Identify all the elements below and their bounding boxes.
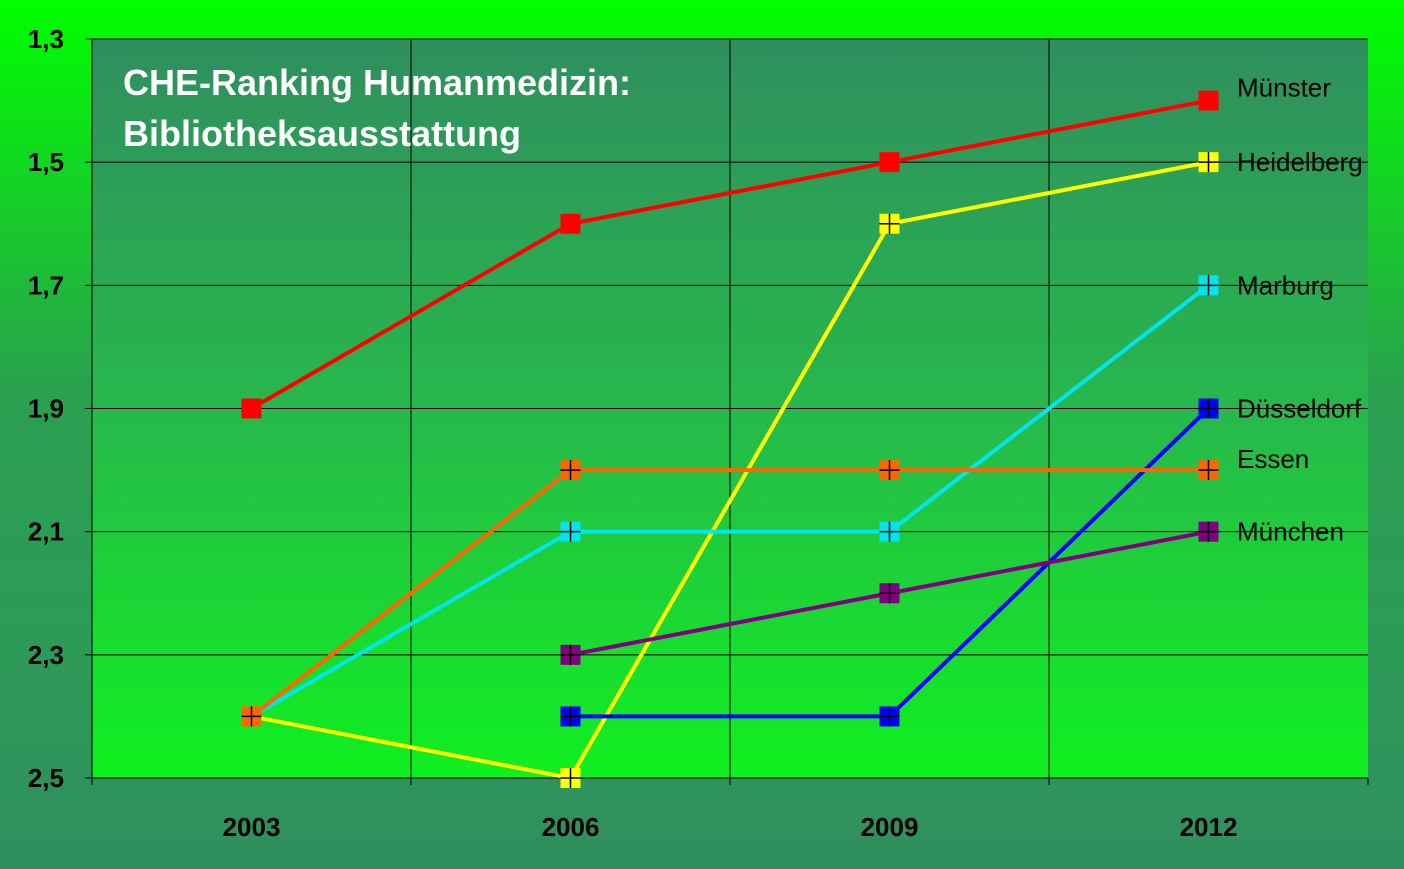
series-line	[250, 468, 1209, 718]
y-tick-label: 2,1	[28, 517, 64, 547]
y-tick-label: 1,7	[28, 270, 64, 300]
data-point	[560, 213, 581, 234]
data-point	[879, 521, 900, 542]
data-point	[1198, 521, 1219, 542]
data-point	[879, 213, 900, 234]
x-tick-label: 2009	[861, 812, 919, 842]
axes: 1,3 1,5 1,7 1,9 2,1 2,3 2,5 2003 2006 2009 2012	[28, 24, 1369, 842]
data-point	[879, 583, 900, 604]
y-tick-label: 1,9	[28, 394, 64, 424]
series-line	[251, 160, 1209, 780]
data-point	[879, 460, 900, 481]
data-point	[1198, 90, 1219, 111]
data-point	[1198, 398, 1219, 419]
legend-label: Marburg	[1237, 270, 1334, 300]
data-point	[241, 706, 262, 727]
data-point	[879, 706, 900, 727]
legend-label: Heidelberg	[1237, 147, 1363, 177]
y-tick-label: 2,3	[28, 640, 64, 670]
legend-label: Düsseldorf	[1237, 394, 1362, 424]
data-point	[241, 398, 262, 419]
legend-label: Essen	[1237, 444, 1309, 474]
data-point	[560, 460, 581, 481]
x-tick-label: 2003	[223, 812, 281, 842]
legend-label: München	[1237, 517, 1344, 547]
x-tick-label: 2006	[542, 812, 600, 842]
series	[241, 90, 1219, 788]
series-line	[250, 98, 1209, 411]
title-line-1: CHE-Ranking Humanmedizin:	[123, 62, 631, 103]
data-point	[560, 768, 581, 788]
square-icon	[1198, 90, 1219, 111]
y-tick-label: 2,5	[28, 763, 64, 793]
legend-label: Münster	[1237, 73, 1331, 103]
y-tick-label: 1,5	[28, 147, 64, 177]
title-line-2: Bibliotheksausstattung	[123, 113, 521, 154]
square-icon	[241, 398, 262, 419]
data-point	[1198, 460, 1219, 481]
legend: Münster Heidelberg Marburg Düsseldorf Essen M…	[1237, 73, 1363, 547]
data-point	[1198, 275, 1219, 296]
series-line	[250, 283, 1210, 719]
data-point	[1198, 152, 1219, 173]
data-point	[560, 644, 581, 665]
square-icon	[879, 152, 900, 173]
data-point	[879, 152, 900, 173]
x-tick-label: 2012	[1180, 812, 1238, 842]
square-icon	[560, 213, 581, 234]
y-tick-label: 1,3	[28, 24, 64, 54]
data-point	[560, 521, 581, 542]
chart-title: CHE-Ranking Humanmedizin: Bibliotheksaus…	[123, 62, 631, 154]
data-point	[560, 706, 581, 727]
